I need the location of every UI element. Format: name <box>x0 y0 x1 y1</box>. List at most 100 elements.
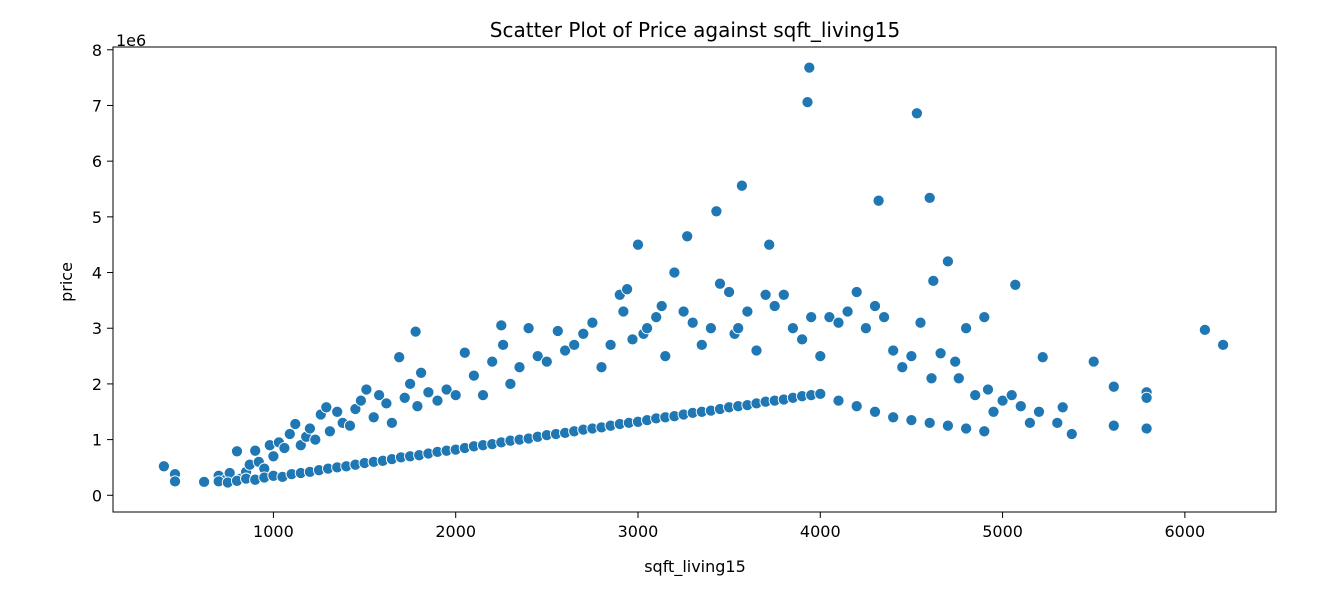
y-tick-label: 8 <box>92 41 102 60</box>
scatter-point <box>409 325 422 338</box>
scatter-point <box>1005 389 1018 402</box>
scatter-point <box>595 361 608 374</box>
scatter-point <box>467 369 480 382</box>
scatter-point <box>969 389 982 402</box>
scatter-point <box>832 316 845 329</box>
scatter-point <box>309 433 322 446</box>
scatter-point <box>750 344 763 357</box>
y-tick-label: 4 <box>92 264 102 283</box>
scatter-point <box>814 387 827 400</box>
scatter-point <box>393 351 406 364</box>
scatter-point <box>723 285 736 299</box>
scatter-point <box>659 350 672 363</box>
scatter-point <box>914 316 927 329</box>
scatter-point <box>668 266 681 279</box>
scatter-point <box>267 450 280 463</box>
scatter-point <box>1036 351 1049 364</box>
scatter-point <box>1107 419 1120 432</box>
scatter-point <box>497 338 510 351</box>
scatter-point <box>303 422 316 435</box>
scatter-point <box>1217 338 1230 351</box>
scatter-point <box>422 386 435 399</box>
scatter-point <box>732 322 745 335</box>
scatter-point <box>283 427 296 441</box>
x-tick-label: 3000 <box>618 522 659 541</box>
scatter-point <box>686 316 699 329</box>
scatter-point <box>385 416 398 429</box>
scatter-point <box>823 311 836 324</box>
scatter-point <box>1198 323 1211 336</box>
scatter-point <box>621 283 634 296</box>
y-tick-label: 0 <box>92 486 102 505</box>
scatter-point <box>978 425 991 438</box>
x-axis: 1000 2000 3000 4000 5000 6000 <box>253 512 1205 541</box>
scatter-point <box>404 377 417 390</box>
scatter-point <box>941 255 954 268</box>
scatter-point <box>1140 422 1153 435</box>
y-tick-label: 1 <box>92 431 102 450</box>
scatter-point <box>695 338 708 351</box>
y-tick-label: 7 <box>92 96 102 115</box>
scatter-point <box>796 333 809 346</box>
scatter-point <box>568 338 581 351</box>
scatter-point <box>987 405 1000 418</box>
scatter-point <box>763 238 776 251</box>
scatter-point <box>805 311 818 324</box>
x-tick-label: 2000 <box>435 522 476 541</box>
scatter-point <box>349 402 362 416</box>
scatter-point <box>458 346 471 359</box>
scatter-point <box>832 394 845 407</box>
scatter-point <box>905 414 918 427</box>
scatter-point <box>841 305 854 318</box>
scatter-point <box>626 333 639 346</box>
scatter-point <box>905 350 918 363</box>
scatter-point <box>289 417 302 431</box>
x-tick-label: 1000 <box>253 522 294 541</box>
y-tick-label: 5 <box>92 208 102 227</box>
scatter-point <box>896 361 909 374</box>
scatter-point <box>631 238 645 251</box>
scatter-point <box>449 389 462 402</box>
scatter-point <box>925 372 938 385</box>
scatter-point <box>617 305 630 318</box>
scatter-point <box>354 394 367 407</box>
scatter-point <box>803 61 816 74</box>
scatter-point <box>531 350 544 363</box>
scatter-point <box>814 350 827 363</box>
scatter-point <box>198 475 211 488</box>
scatter-point <box>495 319 508 332</box>
scatter-point <box>735 179 748 192</box>
y-tick-label: 6 <box>92 152 102 171</box>
x-axis-label: sqft_living15 <box>644 557 746 577</box>
scatter-point <box>927 274 940 287</box>
scatter-point <box>872 194 885 207</box>
scatter-point <box>604 338 617 351</box>
scatter-point <box>1087 355 1100 368</box>
scatter-point <box>777 288 790 301</box>
scatter-point <box>681 230 694 243</box>
scatter-point <box>878 311 891 324</box>
scatter-point <box>981 383 995 396</box>
scatter-point <box>1009 278 1022 291</box>
scatter-point <box>294 439 307 452</box>
scatter-point <box>887 411 900 424</box>
scatter-point <box>486 355 499 368</box>
scatter-point <box>923 191 936 204</box>
scatter-point <box>360 383 373 396</box>
scatter-point <box>923 416 936 429</box>
x-tick-label: 6000 <box>1164 522 1205 541</box>
scatter-point <box>551 324 564 338</box>
y-tick-label: 3 <box>92 319 102 338</box>
scatter-point <box>1032 405 1046 418</box>
scatter-point <box>850 400 863 413</box>
scatter-point <box>1065 427 1078 441</box>
scatter-point <box>887 344 900 357</box>
scatter-point <box>801 96 814 109</box>
scatter-point <box>710 205 723 218</box>
y-offset-label: 1e6 <box>116 31 146 50</box>
scatter-point <box>850 285 863 299</box>
scatter-point <box>1051 416 1064 429</box>
scatter-point <box>1023 416 1036 429</box>
scatter-point <box>1140 391 1153 404</box>
scatter-point <box>741 305 754 318</box>
